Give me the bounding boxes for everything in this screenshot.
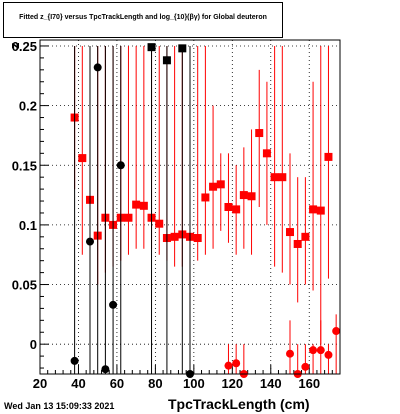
data-point-square — [286, 228, 294, 237]
x-axis-label: TpcTrackLength (cm) — [168, 396, 310, 412]
data-point-square — [239, 191, 248, 200]
data-point-square — [255, 129, 264, 138]
data-point-circle — [286, 349, 294, 358]
data-point-square — [270, 173, 279, 182]
data-point-circle — [224, 361, 233, 370]
x-tick-label: 100 — [183, 376, 205, 391]
data-point-circle — [301, 362, 310, 371]
data-point-circle — [109, 300, 118, 309]
chart-title-box: Fitted z_{I70} versus TpcTrackLength and… — [3, 2, 283, 38]
y-tick-label: 0 — [30, 337, 37, 352]
data-point-square — [316, 206, 325, 215]
y-tick-label: 0.05 — [12, 278, 37, 293]
data-point-circle — [101, 365, 110, 374]
data-point-square — [301, 232, 310, 241]
data-point-circle — [86, 237, 94, 246]
data-point-circle — [116, 161, 125, 170]
data-point-square — [232, 205, 241, 214]
x-tick-label: 40 — [71, 376, 85, 391]
data-point-circle — [332, 327, 341, 336]
data-point-square — [293, 239, 302, 248]
data-point-circle — [70, 356, 79, 365]
data-point-square — [209, 182, 218, 191]
data-point-square — [193, 234, 202, 243]
data-point-circle — [232, 359, 241, 368]
x-tick-label: 80 — [148, 376, 162, 391]
y-tick-label: 0.25 — [12, 39, 37, 54]
plot-frame — [39, 39, 341, 375]
y-tick-label: 0.1 — [19, 218, 37, 233]
data-point-circle — [316, 346, 325, 355]
y-tick-label: 0.15 — [12, 158, 37, 173]
data-point-circle — [93, 63, 102, 72]
chart-title: Fitted z_{I70} versus TpcTrackLength and… — [19, 14, 267, 21]
data-point-square — [178, 44, 187, 53]
data-point-circle — [324, 350, 333, 359]
x-tick-label: 20 — [33, 376, 47, 391]
y-tick-label: 0.2 — [19, 99, 37, 114]
data-point-circle — [309, 346, 318, 355]
y-axis-label: z — [7, 42, 22, 50]
data-point-square — [147, 43, 156, 52]
data-point-square — [324, 152, 333, 161]
data-point-square — [262, 149, 271, 158]
data-point-square — [162, 56, 171, 65]
data-point-square — [139, 201, 148, 210]
x-tick-label: 60 — [110, 376, 124, 391]
data-point-square — [247, 192, 256, 201]
data-point-square — [124, 213, 133, 222]
timestamp: Wed Jan 13 15:09:33 2021 — [4, 401, 115, 411]
data-point-square — [278, 173, 287, 182]
data-point-square — [78, 154, 87, 163]
x-tick-label: 120 — [221, 376, 243, 391]
data-point-square — [216, 180, 225, 189]
data-point-square — [224, 203, 233, 211]
x-tick-label: 160 — [298, 376, 320, 391]
data-point-square — [201, 193, 210, 202]
data-point-square — [155, 219, 164, 228]
data-point-square — [132, 200, 141, 209]
data-point-square — [170, 232, 179, 241]
x-tick-label: 140 — [260, 376, 282, 391]
data-point-square — [309, 205, 318, 214]
